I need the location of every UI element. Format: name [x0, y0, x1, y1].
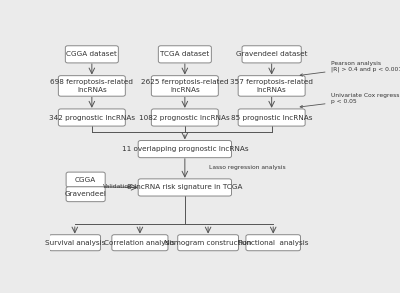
Text: Survival analysis: Survival analysis [45, 240, 105, 246]
Text: CGGA dataset: CGGA dataset [66, 51, 117, 57]
FancyBboxPatch shape [65, 46, 118, 63]
FancyBboxPatch shape [238, 76, 305, 96]
FancyBboxPatch shape [58, 109, 125, 126]
Text: 1082 prognostic lncRNAs: 1082 prognostic lncRNAs [140, 115, 230, 120]
Text: 2625 ferroptosis-related
lncRNAs: 2625 ferroptosis-related lncRNAs [141, 79, 229, 93]
Text: Gravendeel: Gravendeel [65, 191, 106, 197]
Text: Pearson analysis
|R| > 0.4 and p < 0.001: Pearson analysis |R| > 0.4 and p < 0.001 [300, 61, 400, 76]
Text: Gravendeel dataset: Gravendeel dataset [236, 51, 307, 57]
FancyBboxPatch shape [151, 109, 218, 126]
FancyBboxPatch shape [238, 109, 305, 126]
Text: Correlation analysis: Correlation analysis [104, 240, 175, 246]
Text: Lasso regression analysis: Lasso regression analysis [208, 165, 285, 170]
FancyBboxPatch shape [49, 235, 100, 251]
Text: 698 ferroptosis-related
lncRNAs: 698 ferroptosis-related lncRNAs [50, 79, 133, 93]
FancyBboxPatch shape [66, 187, 105, 202]
Text: 11 overlapping prognostic lncRNAs: 11 overlapping prognostic lncRNAs [122, 146, 248, 152]
Text: Functional  analysis: Functional analysis [238, 240, 308, 246]
FancyBboxPatch shape [242, 46, 301, 63]
FancyBboxPatch shape [112, 235, 168, 251]
Text: 85 prognostic lncRNAs: 85 prognostic lncRNAs [231, 115, 312, 120]
FancyBboxPatch shape [158, 46, 211, 63]
Text: Validation: Validation [103, 184, 133, 189]
Text: Univariate Cox regression
p < 0.05: Univariate Cox regression p < 0.05 [300, 93, 400, 108]
Text: 342 prognostic lncRNAs: 342 prognostic lncRNAs [49, 115, 135, 120]
Text: CGGA: CGGA [75, 177, 96, 183]
Text: 357 ferroptosis-related
lncRNAs: 357 ferroptosis-related lncRNAs [230, 79, 313, 93]
FancyBboxPatch shape [138, 179, 232, 196]
FancyBboxPatch shape [178, 235, 238, 251]
Text: TCGA dataset: TCGA dataset [160, 51, 210, 57]
FancyBboxPatch shape [151, 76, 218, 96]
Text: 8-lncRNA risk signature in TCGA: 8-lncRNA risk signature in TCGA [127, 185, 242, 190]
FancyBboxPatch shape [66, 172, 105, 187]
FancyBboxPatch shape [138, 141, 232, 158]
FancyBboxPatch shape [58, 76, 125, 96]
Text: Nomogram construction: Nomogram construction [164, 240, 252, 246]
FancyBboxPatch shape [246, 235, 300, 251]
